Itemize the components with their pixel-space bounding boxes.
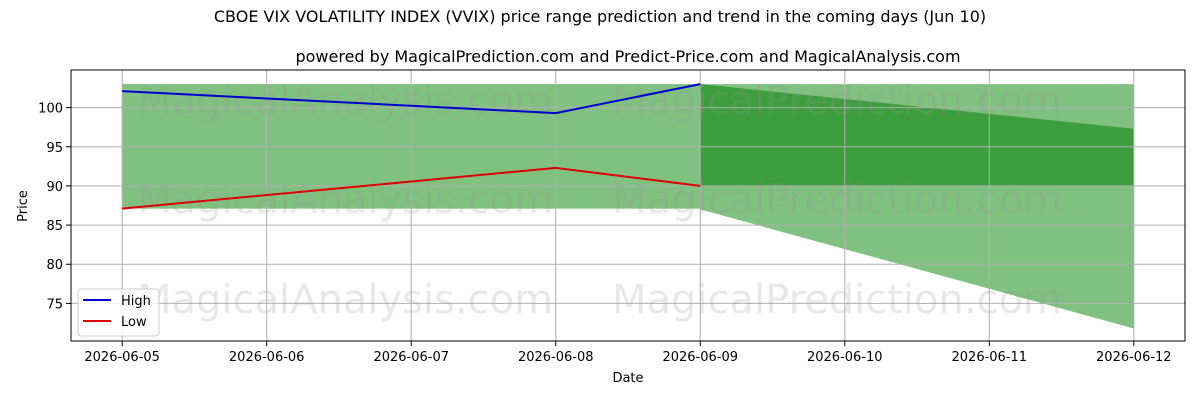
watermark-0-1: MagicalPrediction.com (612, 78, 1062, 124)
watermark-0-0: MagicalAnalysis.com (137, 78, 553, 124)
x-axis-label: Date (612, 371, 643, 386)
watermark-2-0: MagicalAnalysis.com (137, 277, 553, 323)
y-tick-label-1: 80 (46, 258, 63, 273)
chart-subtitle: powered by MagicalPrediction.com and Pre… (295, 47, 960, 66)
x-tick-label-0: 2026-06-05 (84, 350, 160, 365)
chart-title: CBOE VIX VOLATILITY INDEX (VVIX) price r… (214, 7, 986, 26)
x-tick-label-1: 2026-06-06 (229, 350, 305, 365)
series-line-low (122, 166, 701, 210)
y-tick-label-2: 85 (46, 219, 63, 234)
x-tick-label-3: 2026-06-08 (518, 350, 594, 365)
y-tick-label-4: 95 (46, 141, 63, 156)
x-tick-label-6: 2026-06-11 (952, 350, 1028, 365)
y-axis-label: Price (16, 190, 31, 222)
x-tick-label-5: 2026-06-10 (807, 350, 883, 365)
legend-label-low: Low (121, 315, 147, 330)
watermark-1-0: MagicalAnalysis.com (137, 177, 553, 223)
plot-frame (70, 69, 1186, 342)
legend-label-high: High (121, 294, 151, 309)
x-tick-label-2: 2026-06-07 (373, 350, 449, 365)
x-tick-label-4: 2026-06-09 (662, 350, 738, 365)
y-tick-label-5: 100 (38, 102, 63, 117)
y-tick-label-3: 90 (46, 180, 63, 195)
x-tick-label-7: 2026-06-12 (1096, 350, 1172, 365)
prediction-inner-band (700, 84, 1134, 186)
y-tick-label-0: 75 (46, 297, 63, 312)
legend: High Low (77, 288, 160, 337)
series-line-high (122, 83, 701, 115)
watermark-2-1: MagicalPrediction.com (612, 277, 1062, 323)
